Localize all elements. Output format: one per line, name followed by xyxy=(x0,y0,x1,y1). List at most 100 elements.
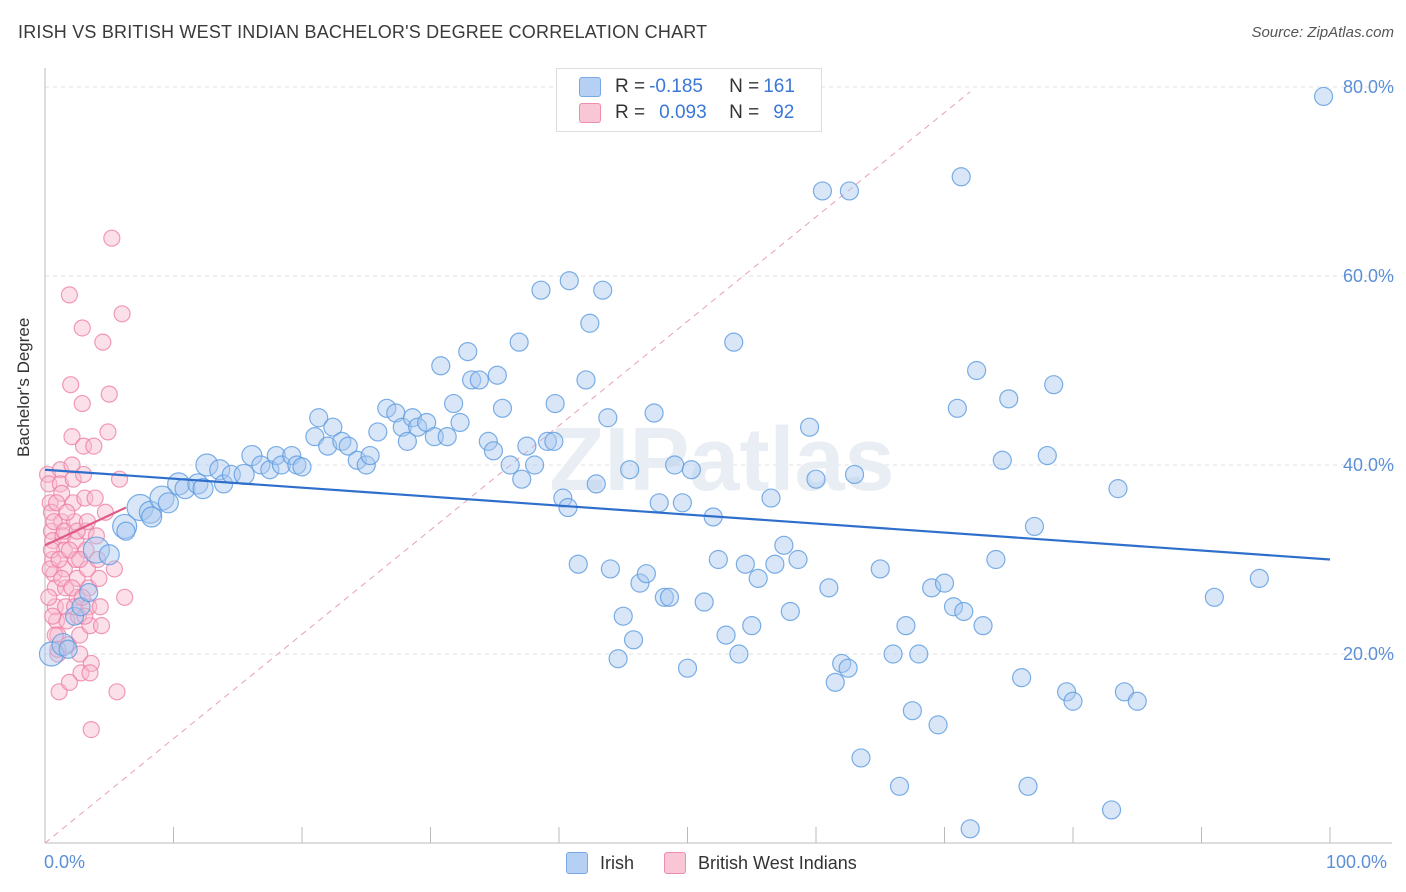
irish-point xyxy=(483,441,504,461)
irish-point xyxy=(883,644,903,664)
legend-item-irish: Irish xyxy=(566,852,634,874)
irish-point xyxy=(761,488,781,508)
irish-point xyxy=(1044,375,1064,395)
irish-r-label: R = xyxy=(615,76,646,97)
irish-point xyxy=(450,412,470,433)
irish-point xyxy=(545,393,565,414)
irish-point xyxy=(870,559,890,579)
irish-point xyxy=(487,365,507,385)
irish-point xyxy=(397,431,417,451)
chart-title: IRISH VS BRITISH WEST INDIAN BACHELOR'S … xyxy=(18,22,708,42)
bwi-point xyxy=(73,319,91,337)
irish-point xyxy=(922,578,942,598)
bwi-swatch xyxy=(579,103,601,123)
legend-irish-label: Irish xyxy=(600,852,635,873)
x-tick-min: 0.0% xyxy=(44,852,86,872)
irish-point xyxy=(500,455,520,475)
bwi-trend-line xyxy=(44,506,127,547)
irish-point xyxy=(902,701,922,721)
irish-point xyxy=(659,587,680,607)
irish-point xyxy=(716,625,736,645)
irish-point xyxy=(681,460,701,480)
bwi-point xyxy=(44,607,62,625)
y-tick-label: 80.0% xyxy=(1342,77,1394,97)
bwi-point xyxy=(49,640,67,658)
irish-point xyxy=(812,181,833,201)
stats-row-irish: R = -0.185 N = 161 xyxy=(579,74,795,100)
irish-point xyxy=(851,748,871,768)
irish-point xyxy=(774,535,794,555)
irish-point xyxy=(512,469,532,489)
y-axis-label: Bachelor's Degree xyxy=(14,317,33,457)
bwi-point xyxy=(116,588,134,606)
irish-point xyxy=(649,493,669,513)
irish-point xyxy=(444,393,464,414)
irish-point xyxy=(598,408,618,428)
irish-point xyxy=(233,463,255,486)
bwi-point xyxy=(91,598,109,616)
irish-point xyxy=(1204,587,1224,607)
irish-point xyxy=(98,544,120,566)
irish-point xyxy=(765,554,785,574)
irish-trend-line xyxy=(44,468,1331,561)
irish-point xyxy=(377,398,397,418)
bwi-point xyxy=(99,423,117,441)
irish-point xyxy=(559,271,579,291)
irish-point xyxy=(960,819,980,839)
irish-point xyxy=(620,460,640,480)
irish-point xyxy=(116,521,136,541)
irish-points xyxy=(38,86,1334,839)
diagonal-reference-line xyxy=(44,91,971,844)
irish-point xyxy=(934,573,955,593)
irish-point xyxy=(305,427,325,447)
irish-point xyxy=(1249,568,1269,589)
y-tick-label: 40.0% xyxy=(1342,455,1394,475)
stats-legend: R = -0.185 N = 161 R = 0.093 N = 92 xyxy=(556,68,822,132)
irish-point xyxy=(402,408,423,428)
series-legend: Irish British West Indians xyxy=(566,852,887,874)
irish-point xyxy=(580,313,600,333)
irish-point xyxy=(742,616,762,636)
irish-point xyxy=(544,431,564,451)
irish-point xyxy=(928,715,948,735)
irish-point xyxy=(889,776,910,796)
irish-point xyxy=(600,559,621,579)
irish-point xyxy=(517,436,537,456)
irish-point xyxy=(654,587,674,607)
irish-point xyxy=(553,488,573,508)
irish-point xyxy=(665,455,685,475)
bwi-point xyxy=(81,664,99,682)
irish-point xyxy=(943,597,964,617)
irish-point xyxy=(141,506,163,528)
bwi-point xyxy=(53,484,71,502)
irish-point xyxy=(613,606,633,626)
bwi-n-label: N = xyxy=(729,102,760,123)
irish-point xyxy=(630,573,650,593)
irish-point xyxy=(509,332,529,352)
irish-r-value: -0.185 xyxy=(649,76,703,97)
x-tick-max: 100.0% xyxy=(1326,852,1388,872)
irish-point xyxy=(195,453,219,477)
bwi-point xyxy=(86,489,104,507)
irish-point xyxy=(64,606,85,626)
irish-point xyxy=(524,455,545,475)
irish-point xyxy=(999,389,1019,409)
watermark: ZIPatlas xyxy=(549,410,894,510)
y-tick-label: 60.0% xyxy=(1342,266,1394,286)
bwi-point xyxy=(94,333,112,351)
bwi-point xyxy=(71,645,89,663)
irish-point xyxy=(677,658,698,678)
legend-bwi-label: British West Indians xyxy=(698,852,857,873)
irish-point xyxy=(431,356,451,376)
irish-point xyxy=(338,436,358,456)
irish-point xyxy=(819,578,839,598)
bwi-point xyxy=(113,305,131,323)
irish-point xyxy=(79,582,99,603)
irish-point xyxy=(1011,668,1032,688)
bwi-point xyxy=(87,527,106,545)
bwi-r-value: 0.093 xyxy=(659,102,707,123)
bwi-point xyxy=(41,560,59,578)
irish-point xyxy=(586,474,606,494)
bwi-point xyxy=(103,229,121,247)
